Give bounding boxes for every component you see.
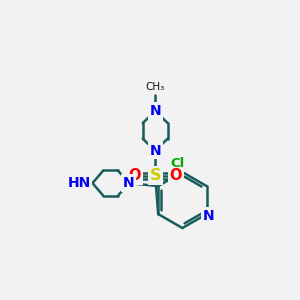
Text: O: O [169, 168, 182, 183]
Text: N: N [149, 144, 161, 158]
Text: O: O [128, 168, 141, 183]
Text: CH₃: CH₃ [146, 82, 165, 92]
Text: N: N [123, 176, 134, 190]
Text: Cl: Cl [170, 157, 184, 170]
Text: N: N [203, 208, 215, 223]
Text: HN: HN [68, 176, 91, 190]
Text: S: S [149, 168, 161, 183]
Text: N: N [149, 104, 161, 118]
